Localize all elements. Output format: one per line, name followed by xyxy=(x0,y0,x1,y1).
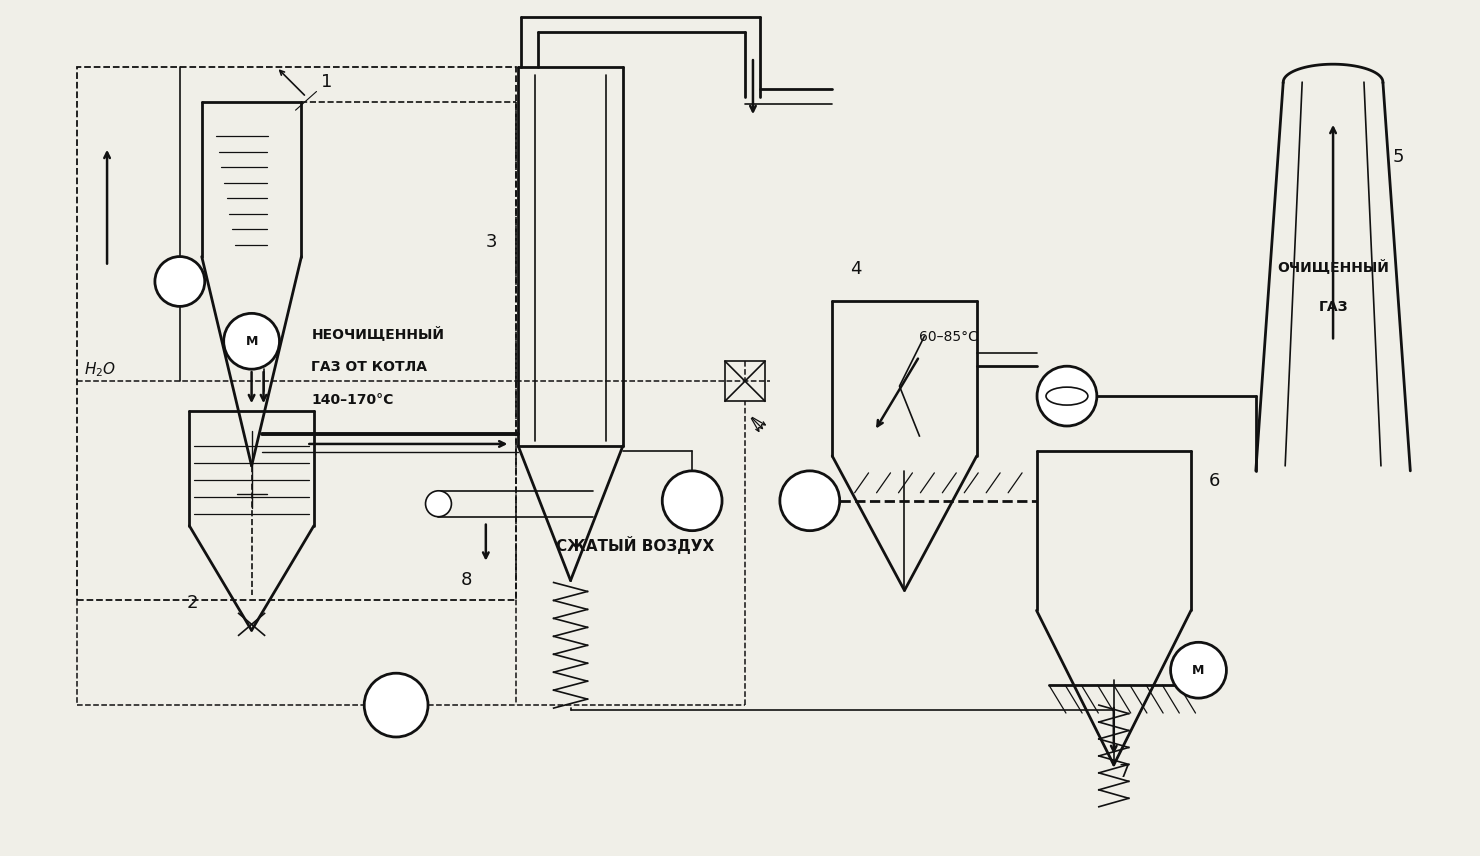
Bar xyxy=(77,67,515,600)
Circle shape xyxy=(662,471,722,531)
Text: 4: 4 xyxy=(850,259,861,277)
Text: 3: 3 xyxy=(485,233,497,251)
Text: ГАЗ: ГАЗ xyxy=(1319,300,1348,314)
Text: 1: 1 xyxy=(296,73,333,110)
Circle shape xyxy=(780,471,839,531)
Circle shape xyxy=(155,257,204,306)
Circle shape xyxy=(364,673,428,737)
Text: 6: 6 xyxy=(1209,472,1220,490)
Text: 60–85°С: 60–85°С xyxy=(919,330,978,344)
Text: $H_2O$: $H_2O$ xyxy=(84,360,117,379)
Text: СЖАТЫЙ ВОЗДУХ: СЖАТЫЙ ВОЗДУХ xyxy=(555,536,713,554)
Text: М: М xyxy=(1193,663,1205,677)
Text: 5: 5 xyxy=(1393,148,1405,166)
Text: НЕОЧИЩЕННЫЙ: НЕОЧИЩЕННЫЙ xyxy=(311,326,444,342)
Bar xyxy=(725,361,765,401)
Circle shape xyxy=(1037,366,1097,426)
Text: М: М xyxy=(246,335,258,348)
Text: 7: 7 xyxy=(1119,763,1131,781)
Circle shape xyxy=(1171,642,1227,698)
Circle shape xyxy=(426,490,451,517)
Ellipse shape xyxy=(1046,387,1088,405)
Text: 8: 8 xyxy=(460,572,472,590)
Text: 2: 2 xyxy=(186,594,198,612)
Circle shape xyxy=(223,313,280,369)
Text: ОЧИЩЕННЫЙ: ОЧИЩЕННЫЙ xyxy=(1277,259,1390,275)
Text: 140–170°С: 140–170°С xyxy=(311,393,394,407)
Text: ГАЗ ОТ КОТЛА: ГАЗ ОТ КОТЛА xyxy=(311,360,428,374)
